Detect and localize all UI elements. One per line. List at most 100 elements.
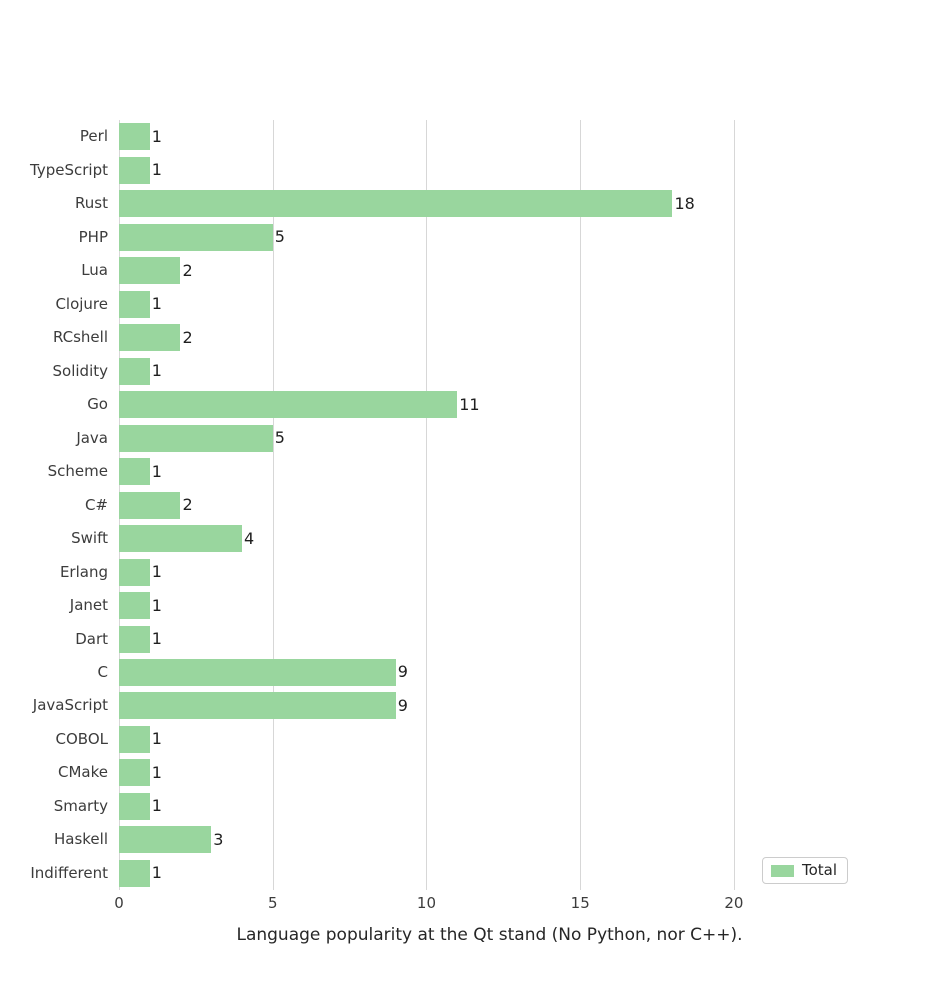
bar (119, 725, 150, 753)
bar (119, 190, 673, 218)
bar-row: CMake 1 (58, 756, 860, 789)
bar-row: Perl 1 (80, 120, 860, 153)
category-label: Java (76, 428, 108, 447)
bar-row: Dart 1 (75, 622, 860, 655)
bar (119, 525, 242, 553)
bar-row: Solidity 1 (53, 354, 860, 387)
bar (119, 558, 150, 586)
bar-row: Rust 18 (75, 187, 860, 220)
category-label: JavaScript (32, 696, 108, 715)
bar (119, 223, 273, 251)
grid-line (580, 120, 582, 890)
bar-row: C# 2 (85, 488, 860, 521)
category-label: C (97, 662, 108, 681)
category-label: Clojure (55, 294, 108, 313)
bar-row: Smarty 1 (54, 790, 860, 823)
category-label: C# (84, 495, 108, 514)
legend-label: Total (801, 861, 837, 879)
category-label: Go (87, 395, 108, 414)
category-label: Smarty (53, 796, 108, 815)
bar-value-label: 1 (151, 126, 162, 146)
bar (119, 458, 150, 486)
bar-row: Swift 4 (71, 522, 860, 555)
bar-row: Haskell 3 (54, 823, 860, 856)
bar-value-label: 1 (151, 629, 162, 648)
x-tick-label: 5 (267, 894, 278, 912)
x-axis-label: Language popularity at the Qt stand (No … (236, 925, 743, 945)
bar (119, 658, 396, 686)
bar (119, 123, 150, 151)
bar-value-label: 11 (459, 394, 480, 414)
grid-line (733, 120, 735, 890)
category-label: RCshell (52, 328, 108, 347)
x-tick-label: 20 (724, 894, 744, 912)
x-tick-label: 10 (416, 894, 437, 912)
bar-row: COBOL 1 (56, 723, 860, 756)
bar (119, 357, 150, 385)
bar-value-label: 4 (243, 528, 255, 548)
bar-row: Erlang 1 (60, 555, 860, 588)
bar (119, 290, 150, 318)
bar (119, 859, 150, 887)
bar-value-label: 1 (151, 863, 162, 883)
bar-row: TypeScript 1 (30, 153, 860, 186)
bar-value-label: 1 (151, 160, 162, 180)
category-label: Indifferent (30, 863, 108, 882)
bar (119, 792, 150, 820)
bar-value-label: 2 (182, 327, 193, 347)
bar-value-label: 1 (151, 461, 162, 481)
bar-value-label: 1 (151, 361, 162, 381)
category-label: Swift (71, 529, 108, 548)
bar-value-label: 18 (674, 193, 695, 213)
bar-value-label: 9 (397, 662, 408, 682)
legend-swatch (770, 864, 794, 877)
category-label: CMake (58, 763, 108, 782)
bar (119, 759, 150, 787)
bar-value-label: 1 (151, 562, 162, 582)
bar-value-label: 2 (182, 260, 193, 280)
category-label: Erlang (59, 562, 108, 581)
bar-value-label: 5 (274, 428, 285, 448)
category-label: Solidity (52, 361, 108, 380)
category-label: Lua (81, 261, 108, 280)
bar (119, 324, 181, 352)
bar-value-label: 9 (397, 695, 408, 715)
bar-row: Janet 1 (70, 589, 860, 622)
bar-row: PHP 5 (79, 220, 860, 253)
bar-row: Lua 2 (81, 254, 860, 287)
bar-value-label: 1 (151, 762, 162, 782)
category-label: Dart (75, 629, 108, 648)
category-label: COBOL (55, 729, 108, 748)
bar (119, 391, 458, 419)
bar (119, 257, 181, 285)
x-tick-label: 15 (570, 894, 590, 912)
bar-row: Clojure 1 (55, 287, 860, 320)
grid-line (426, 120, 428, 890)
category-label: Rust (75, 194, 108, 213)
bar-value-label: 1 (151, 729, 162, 749)
bar (119, 491, 181, 519)
bar (119, 826, 212, 854)
category-label: Janet (69, 596, 108, 615)
bar-value-label: 1 (151, 796, 162, 816)
bar-row: JavaScript 9 (33, 689, 860, 722)
category-label: PHP (78, 227, 108, 246)
bar-rows: Perl 1 TypeScript 1 Rust 18 PHP 5 Lua 2 Clojure 1 RC… (30, 120, 860, 890)
grid-line (272, 120, 274, 890)
bar-row: Indifferent 1 (30, 857, 860, 890)
bar (119, 625, 150, 653)
bar-value-label: 3 (213, 829, 224, 849)
bar (119, 692, 396, 720)
bar-row: Scheme 1 (48, 455, 860, 488)
bar-value-label: 5 (274, 227, 285, 247)
x-tick-label: 0 (114, 894, 124, 912)
bar (119, 592, 150, 620)
category-label: Scheme (47, 462, 108, 481)
bar (119, 156, 150, 184)
category-label: TypeScript (30, 160, 108, 179)
bar-row: Java 5 (76, 421, 860, 454)
bar (119, 424, 273, 452)
plot-area: Perl 1 TypeScript 1 Rust 18 PHP 5 Lua 2 Clojure 1 RC… (30, 120, 860, 890)
